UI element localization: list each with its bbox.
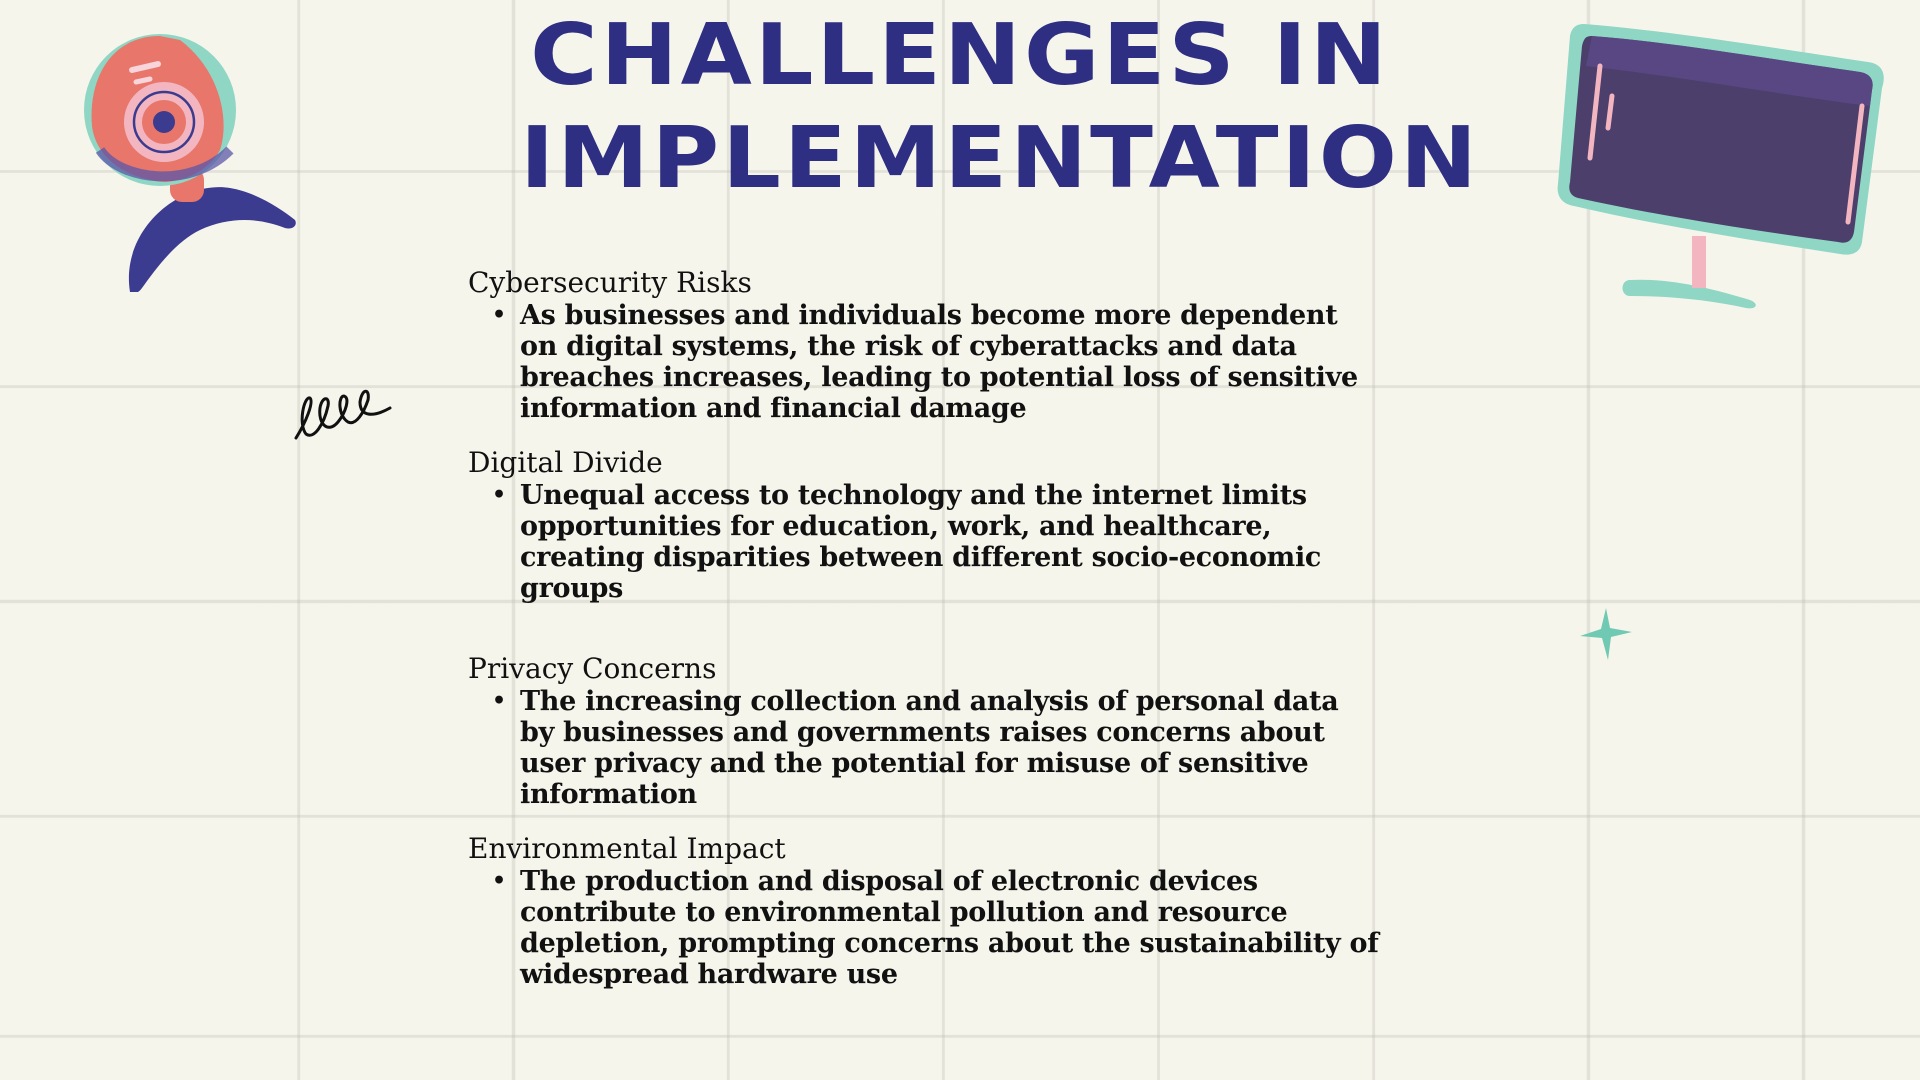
bullet-text: The increasing collection and analysis o… (520, 686, 1339, 810)
section-heading: Digital Divide (468, 446, 663, 479)
bullet-item: • Unequal access to technology and the i… (492, 480, 1388, 604)
webcam-icon (84, 34, 296, 292)
squiggle-icon (294, 389, 392, 440)
section-privacy-concerns: Privacy Concerns • The increasing collec… (468, 652, 1388, 810)
bullet-text: The production and disposal of electroni… (520, 866, 1379, 990)
bullet-marker: • (492, 688, 507, 714)
monitor-icon (1557, 24, 1884, 309)
section-cybersecurity-risks: Cybersecurity Risks • As businesses and … (468, 266, 1388, 424)
section-heading: Privacy Concerns (468, 652, 717, 685)
bullet-text: As businesses and individuals become mor… (520, 300, 1358, 424)
section-heading: Cybersecurity Risks (468, 266, 752, 299)
slide-title-line1: CHALLENGES IN (530, 5, 1390, 105)
bullet-item: • The increasing collection and analysis… (492, 686, 1388, 810)
section-environmental-impact: Environmental Impact • The production an… (468, 832, 1388, 990)
bullet-marker: • (492, 868, 507, 894)
slide-title: CHALLENGES IN IMPLEMENTATION (520, 4, 1477, 210)
section-digital-divide: Digital Divide • Unequal access to techn… (468, 446, 1388, 604)
bullet-item: • The production and disposal of electro… (492, 866, 1388, 990)
sparkle-star-icon (1580, 608, 1632, 660)
section-heading: Environmental Impact (468, 832, 786, 865)
bullet-item: • As businesses and individuals become m… (492, 300, 1388, 424)
slide-title-line2: IMPLEMENTATION (520, 108, 1480, 208)
bullet-text: Unequal access to technology and the int… (520, 480, 1322, 604)
bullet-marker: • (492, 302, 507, 328)
bullet-marker: • (492, 482, 507, 508)
